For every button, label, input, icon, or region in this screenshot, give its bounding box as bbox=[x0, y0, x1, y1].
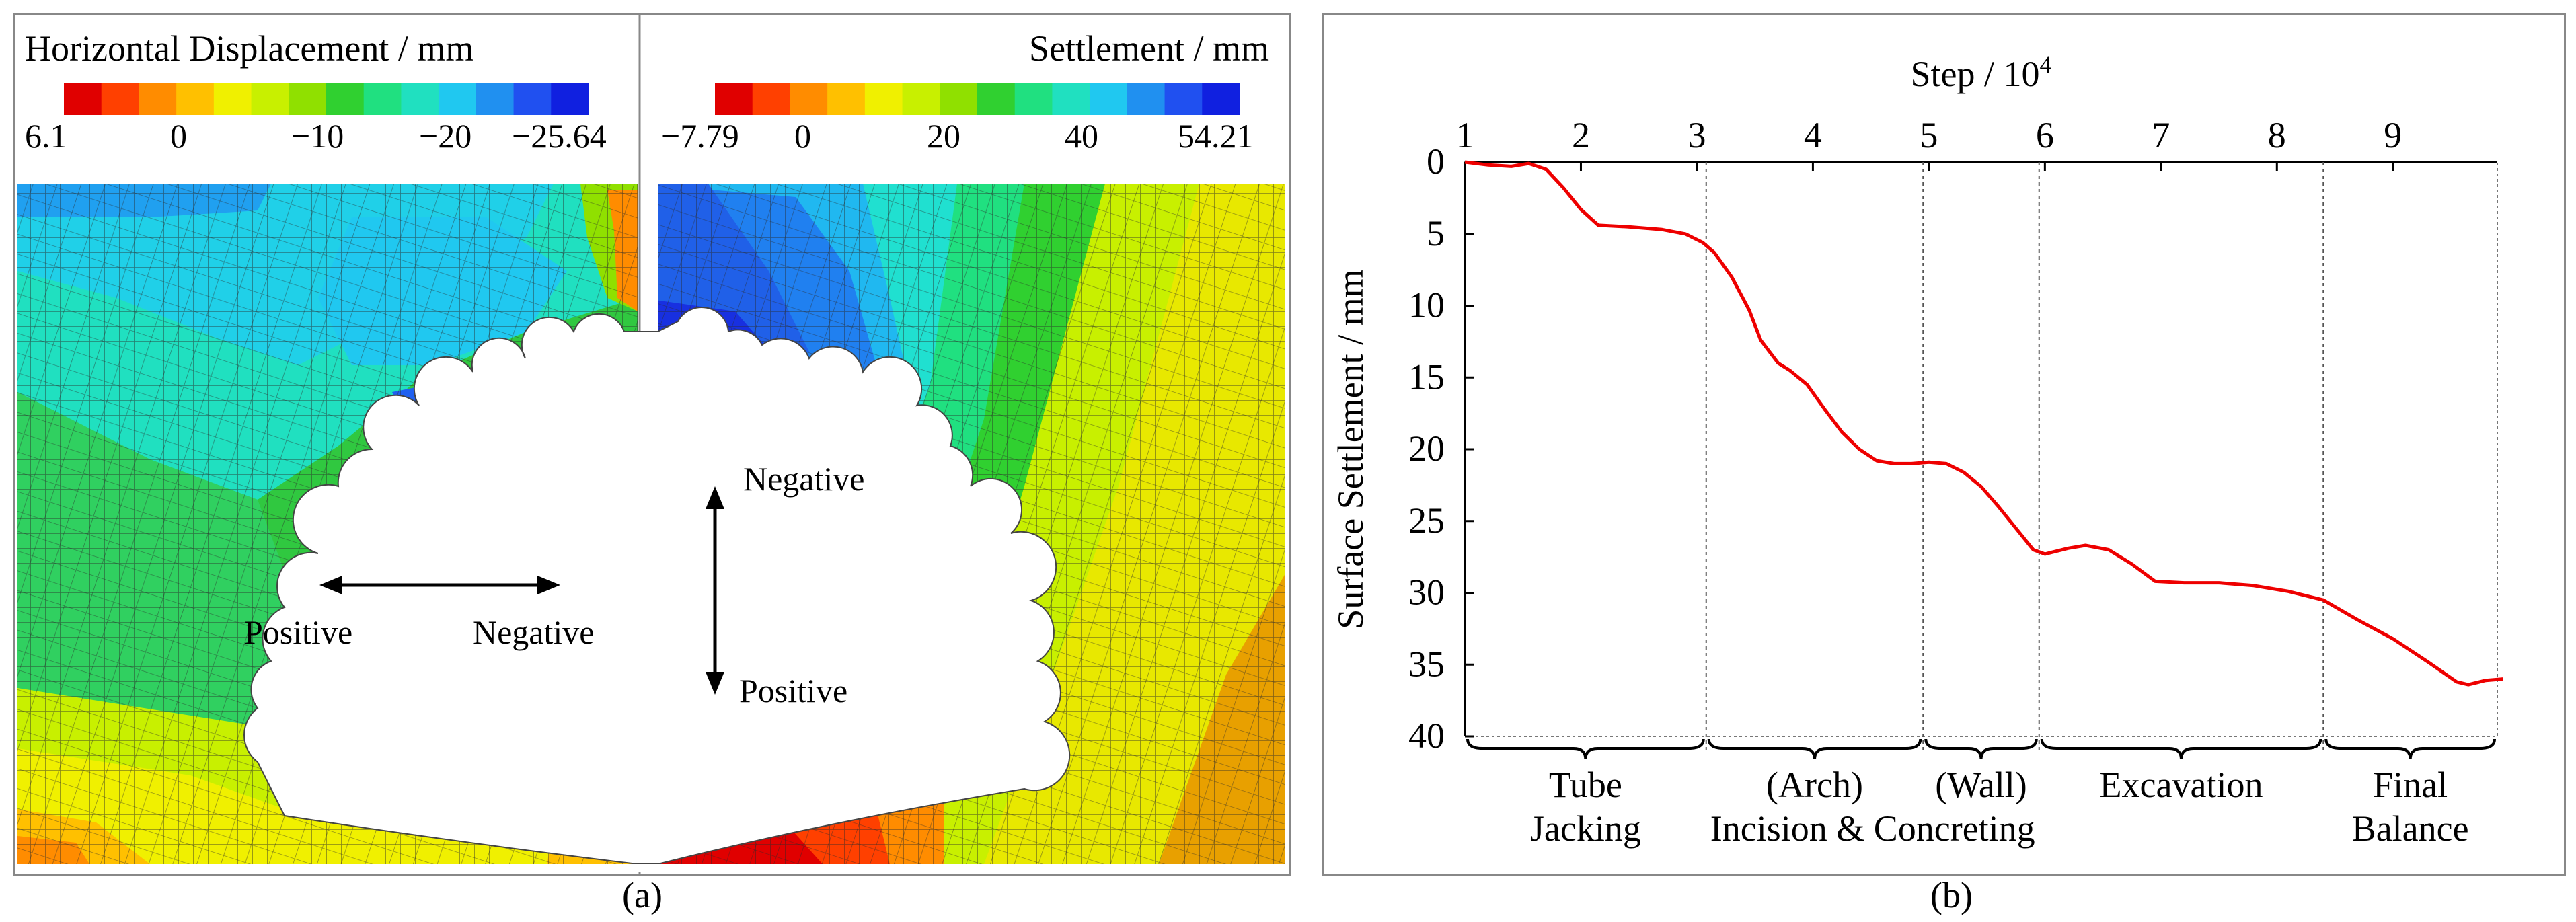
colorbar-swatch bbox=[476, 83, 515, 115]
x-axis-title-sup: 4 bbox=[2040, 51, 2052, 78]
y-tick-label: 15 bbox=[1408, 356, 1445, 397]
stage-brace bbox=[2040, 738, 2322, 760]
vertical-negative-label: Negative bbox=[743, 460, 865, 498]
colorbar-swatch bbox=[1127, 83, 1166, 115]
settlement-tick-label: 54.21 bbox=[1178, 117, 1254, 155]
colorbar-swatch bbox=[864, 83, 903, 115]
colorbar-left bbox=[64, 83, 589, 115]
colorbar-swatch bbox=[326, 83, 365, 115]
colorbar-swatch bbox=[1164, 83, 1203, 115]
caption-a: (a) bbox=[622, 875, 662, 915]
x-tick-label: 3 bbox=[1688, 115, 1706, 155]
settlement-tick-label: 0 bbox=[794, 117, 811, 155]
hd-tick-label: −10 bbox=[291, 117, 344, 155]
colorbar-swatch bbox=[213, 83, 252, 115]
horizontal-positive-label: Positive bbox=[244, 613, 353, 651]
colorbar-swatch bbox=[1202, 83, 1240, 115]
hd-tick-label: −20 bbox=[419, 117, 472, 155]
x-tick-label: 5 bbox=[1920, 115, 1938, 155]
horizontal-arrow bbox=[319, 576, 560, 594]
y-tick-label: 0 bbox=[1427, 141, 1445, 182]
caption-b: (b) bbox=[1930, 875, 1973, 915]
colorbar-swatch bbox=[977, 83, 1016, 115]
colorbar-swatch bbox=[1014, 83, 1053, 115]
stage-label: (Arch) bbox=[1766, 765, 1863, 805]
settlement-title: Settlement / mm bbox=[1029, 28, 1269, 69]
x-tick-label: 8 bbox=[2268, 115, 2286, 155]
stage-brace bbox=[1707, 738, 1922, 760]
y-tick-label: 40 bbox=[1408, 716, 1445, 756]
colorbar-swatch bbox=[1090, 83, 1128, 115]
x-axis-title: Step / 104 bbox=[1910, 51, 2051, 94]
y-tick-label: 25 bbox=[1408, 500, 1445, 541]
shared-stage-label: Incision & Concreting bbox=[1710, 808, 2035, 849]
colorbar-swatch bbox=[64, 83, 102, 115]
colorbar-swatch bbox=[902, 83, 940, 115]
colorbar-swatch bbox=[940, 83, 978, 115]
colorbar-swatch bbox=[401, 83, 439, 115]
colorbar-swatch bbox=[1052, 83, 1090, 115]
y-tick-label: 20 bbox=[1408, 428, 1445, 469]
colorbar-swatch bbox=[513, 83, 552, 115]
panel-a-svg bbox=[17, 15, 1287, 874]
x-tick-label: 2 bbox=[1572, 115, 1590, 155]
colorbar-right bbox=[715, 83, 1240, 115]
hd-tick-label: 0 bbox=[170, 117, 187, 155]
colorbar-swatch bbox=[139, 83, 177, 115]
stage-label-line2: Balance bbox=[2352, 808, 2469, 849]
y-tick-label: 35 bbox=[1408, 644, 1445, 684]
vertical-arrow bbox=[706, 486, 724, 695]
colorbar-swatch bbox=[551, 83, 589, 115]
stage-label: Tube bbox=[1549, 765, 1622, 805]
colorbar-swatch bbox=[439, 83, 477, 115]
settlement-tick-label: −7.79 bbox=[661, 117, 739, 155]
stage-brace bbox=[1924, 738, 2038, 760]
colorbar-swatch bbox=[715, 83, 753, 115]
stage-label: Final bbox=[2373, 765, 2448, 805]
y-tick-label: 30 bbox=[1408, 572, 1445, 613]
stage-label: (Wall) bbox=[1935, 765, 2027, 805]
colorbar-swatch bbox=[289, 83, 327, 115]
stage-label-line2: Jacking bbox=[1530, 808, 1641, 849]
x-tick-label: 6 bbox=[2036, 115, 2054, 155]
colorbar-swatch bbox=[251, 83, 289, 115]
colorbar-swatch bbox=[752, 83, 790, 115]
series-line bbox=[1464, 160, 2503, 687]
colorbar-swatch bbox=[790, 83, 828, 115]
colorbar-swatch bbox=[827, 83, 866, 115]
colorbar-swatch bbox=[101, 83, 139, 115]
vertical-positive-label: Positive bbox=[739, 672, 848, 709]
colorbar-swatch bbox=[363, 83, 402, 115]
stage-brace bbox=[1466, 738, 1705, 760]
horizontal-displacement-title: Horizontal Displacement / mm bbox=[25, 28, 474, 69]
stage-brace bbox=[2324, 738, 2496, 760]
y-axis-title: Surface Settlement / mm bbox=[1330, 269, 1371, 629]
x-tick-label: 1 bbox=[1456, 115, 1474, 155]
y-tick-label: 5 bbox=[1427, 213, 1445, 254]
hd-tick-label: −25.64 bbox=[512, 117, 607, 155]
horizontal-negative-label: Negative bbox=[473, 613, 595, 651]
y-tick-label: 10 bbox=[1408, 285, 1445, 325]
panel-a: Horizontal Displacement / mm Settlement … bbox=[13, 13, 1291, 876]
settlement-chart: 0 5 10 15 20 25 30 35 40 1 2 3 4 5 6 7 8 9 Step / 104 Surfa… bbox=[1330, 51, 2503, 849]
hd-tick-label: 6.1 bbox=[25, 117, 67, 155]
settlement-tick-label: 20 bbox=[927, 117, 960, 155]
stage-label: Excavation bbox=[2100, 765, 2263, 805]
colorbar-swatch bbox=[176, 83, 215, 115]
excavation-cutout bbox=[243, 307, 1071, 865]
settlement-tick-label: 40 bbox=[1065, 117, 1098, 155]
x-tick-label: 9 bbox=[2384, 115, 2402, 155]
x-tick-label: 7 bbox=[2152, 115, 2170, 155]
panel-b: 0 5 10 15 20 25 30 35 40 1 2 3 4 5 6 7 8 9 Step / 104 Surfa… bbox=[1322, 13, 2566, 876]
plot-frame bbox=[1464, 161, 2498, 737]
x-tick-label: 4 bbox=[1804, 115, 1822, 155]
